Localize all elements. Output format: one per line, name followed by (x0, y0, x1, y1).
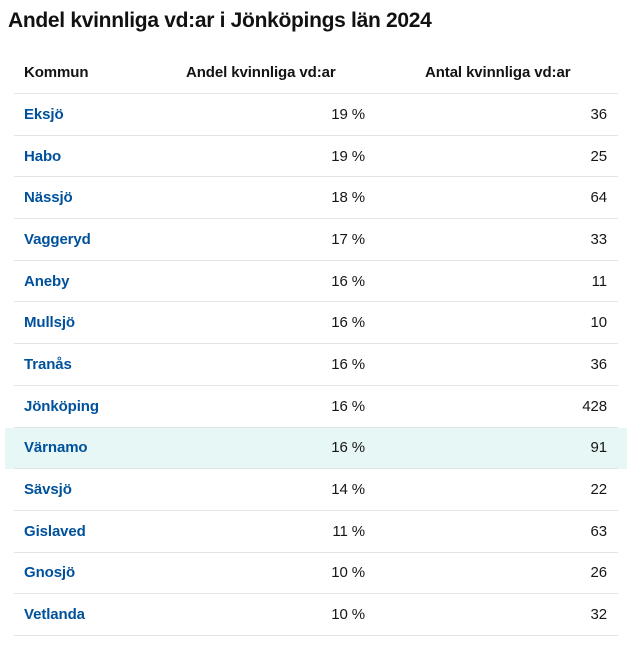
table-row: Mullsjö 16 % 10 (5, 302, 627, 345)
andel-value: 17 % (331, 230, 365, 248)
kommun-link[interactable]: Eksjö (24, 105, 64, 123)
column-header-antal: Antal kvinnliga vd:ar (425, 64, 571, 81)
kommun-cell: Tranås (14, 356, 186, 373)
antal-value: 36 (590, 105, 608, 123)
table-header-row: Kommun Andel kvinnliga vd:ar Antal kvinn… (5, 52, 627, 94)
kommun-link[interactable]: Värnamo (24, 439, 88, 457)
andel-value: 10 % (331, 606, 365, 624)
table-row: Habo 19 % 25 (5, 136, 627, 178)
kommun-link[interactable]: Habo (24, 147, 62, 165)
antal-value: 64 (590, 189, 608, 207)
kommun-link[interactable]: Sävsjö (24, 481, 72, 499)
kommun-cell: Gnosjö (14, 564, 186, 581)
kommun-cell: Jönköping (14, 398, 186, 415)
kommun-link[interactable]: Aneby (24, 272, 70, 290)
kommun-cell: Nässjö (14, 189, 186, 206)
kommun-cell: Habo (14, 148, 186, 165)
page: Andel kvinnliga vd:ar i Jönköpings län 2… (0, 8, 642, 636)
kommun-cell: Värnamo (14, 439, 186, 456)
antal-value: 10 (590, 314, 608, 332)
kommun-link[interactable]: Vetlanda (24, 606, 85, 624)
table-row: Tranås 16 % 36 (5, 344, 627, 386)
andel-value: 16 % (331, 355, 365, 373)
table-row: Vetlanda 10 % 32 (5, 594, 627, 636)
data-table: Kommun Andel kvinnliga vd:ar Antal kvinn… (5, 52, 627, 636)
andel-value: 14 % (331, 481, 365, 499)
table-row: Jönköping 16 % 428 (5, 386, 627, 428)
antal-value: 22 (590, 481, 608, 499)
antal-value: 63 (590, 522, 608, 540)
kommun-cell: Vaggeryd (14, 231, 186, 248)
andel-value: 16 % (331, 314, 365, 332)
kommun-cell: Gislaved (14, 523, 186, 540)
antal-value: 11 (591, 272, 607, 290)
andel-value: 16 % (331, 397, 365, 415)
kommun-cell: Sävsjö (14, 481, 186, 498)
kommun-cell: Aneby (14, 273, 186, 290)
andel-value: 19 % (331, 147, 365, 165)
andel-value: 16 % (331, 439, 365, 457)
table-row: Sävsjö 14 % 22 (5, 469, 627, 511)
andel-value: 16 % (331, 272, 365, 290)
andel-value: 18 % (331, 189, 365, 207)
table-row: Aneby 16 % 11 (5, 261, 627, 303)
andel-value: 19 % (331, 105, 365, 123)
table-row: Eksjö 19 % 36 (5, 94, 627, 136)
kommun-link[interactable]: Gnosjö (24, 564, 76, 582)
table-row: Gislaved 11 % 63 (5, 511, 627, 553)
kommun-cell: Eksjö (14, 106, 186, 123)
table-row: Värnamo 16 % 91 (5, 427, 627, 470)
column-header-kommun: Kommun (24, 64, 89, 81)
andel-value: 10 % (331, 564, 365, 582)
antal-value: 36 (590, 355, 608, 373)
antal-value: 25 (590, 147, 608, 165)
antal-value: 26 (590, 564, 608, 582)
page-title: Andel kvinnliga vd:ar i Jönköpings län 2… (8, 9, 432, 32)
kommun-cell: Mullsjö (14, 314, 186, 331)
table-body: Eksjö 19 % 36 Habo 19 % 25 (5, 94, 627, 636)
kommun-link[interactable]: Jönköping (24, 397, 99, 415)
antal-value: 428 (582, 397, 607, 415)
antal-value: 32 (590, 606, 608, 624)
andel-value: 11 % (332, 522, 365, 540)
kommun-cell: Vetlanda (14, 606, 186, 623)
antal-value: 91 (590, 439, 608, 457)
table-row: Vaggeryd 17 % 33 (5, 219, 627, 261)
kommun-link[interactable]: Mullsjö (24, 314, 75, 332)
column-header-andel: Andel kvinnliga vd:ar (186, 64, 336, 81)
table-row: Nässjö 18 % 64 (5, 177, 627, 220)
table-row: Gnosjö 10 % 26 (5, 553, 627, 595)
kommun-link[interactable]: Nässjö (24, 189, 73, 207)
kommun-link[interactable]: Vaggeryd (24, 230, 91, 248)
kommun-link[interactable]: Gislaved (24, 522, 86, 540)
antal-value: 33 (590, 230, 608, 248)
kommun-link[interactable]: Tranås (24, 355, 72, 373)
